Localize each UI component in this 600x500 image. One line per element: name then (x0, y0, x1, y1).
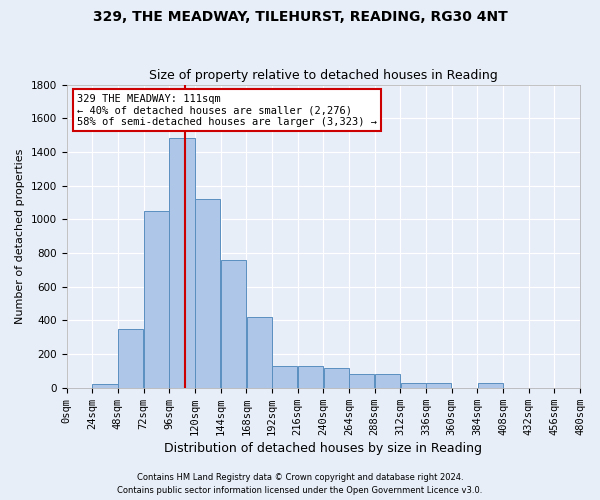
Bar (144, 211, 169, 388)
Bar (375, 374, 400, 388)
Bar (118, 329, 143, 388)
Bar (169, 138, 194, 388)
Bar (478, 383, 503, 388)
Text: 329 THE MEADWAY: 111sqm
← 40% of detached houses are smaller (2,276)
58% of semi: 329 THE MEADWAY: 111sqm ← 40% of detache… (77, 94, 377, 127)
Bar (298, 366, 323, 388)
X-axis label: Distribution of detached houses by size in Reading: Distribution of detached houses by size … (164, 442, 482, 455)
Text: Contains HM Land Registry data © Crown copyright and database right 2024.
Contai: Contains HM Land Registry data © Crown c… (118, 474, 482, 495)
Y-axis label: Number of detached properties: Number of detached properties (15, 148, 25, 324)
Bar (401, 383, 425, 388)
Bar (272, 366, 298, 388)
Bar (323, 368, 349, 388)
Bar (247, 317, 272, 388)
Bar (426, 383, 451, 388)
Bar (349, 374, 374, 388)
Text: 329, THE MEADWAY, TILEHURST, READING, RG30 4NT: 329, THE MEADWAY, TILEHURST, READING, RG… (92, 10, 508, 24)
Bar (221, 260, 246, 388)
Bar (195, 199, 220, 388)
Bar (92, 384, 118, 388)
Title: Size of property relative to detached houses in Reading: Size of property relative to detached ho… (149, 69, 497, 82)
